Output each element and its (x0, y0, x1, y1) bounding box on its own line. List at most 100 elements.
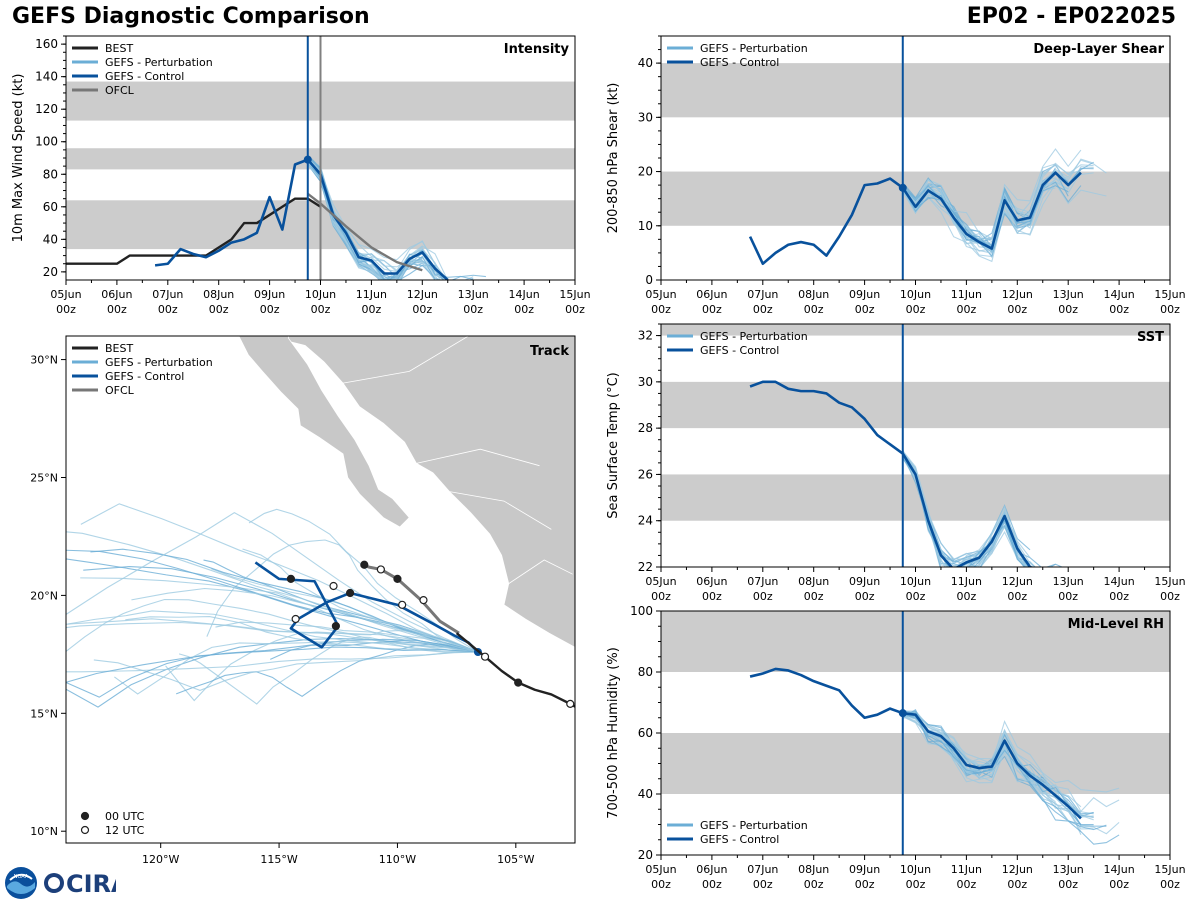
shear-xtick-label: 07Jun (747, 288, 778, 301)
sst-xtick-sublabel: 00z (651, 590, 671, 603)
intensity-legend-label: GEFS - Control (105, 70, 184, 83)
intensity-xtick-label: 08Jun (203, 288, 234, 301)
track-frame (65, 335, 576, 844)
track-ytick-label: 20°N (30, 589, 58, 602)
intensity-xtick-label: 07Jun (152, 288, 183, 301)
intensity-xtick-label: 12Jun (407, 288, 438, 301)
intensity-panel: 20 40 60 80 100 120 140 160 05Jun 00z 06Jun 00z 07Ju… (11, 35, 591, 316)
rh-xtick-sublabel: 00z (702, 878, 722, 891)
shear-ytick-label: 10 (638, 219, 653, 233)
shear-band-1 (661, 63, 1170, 118)
sst-ytick-label: 30 (638, 375, 653, 389)
rh-xtick-label: 07Jun (747, 863, 778, 876)
track-ofcl-marker-00utc (360, 560, 369, 569)
rh-ytick-label: 20 (638, 848, 653, 862)
intensity-xtick-sublabel: 00z (565, 303, 585, 316)
rh-xtick-label: 14Jun (1104, 863, 1135, 876)
shear-xtick-sublabel: 00z (906, 303, 926, 316)
intensity-ylabel: 10m Max Wind Speed (kt) (11, 74, 26, 243)
rh-ytick-label: 60 (638, 726, 653, 740)
rh-xtick-sublabel: 00z (855, 878, 875, 891)
sst-ytick-label: 32 (638, 329, 653, 343)
rh-xtick-sublabel: 00z (651, 878, 671, 891)
intensity-ytick-label: 160 (35, 37, 58, 51)
track-perturbation-member (66, 638, 479, 683)
sst-xtick-sublabel: 00z (1160, 590, 1180, 603)
sst-xtick-label: 13Jun (1053, 575, 1084, 588)
sst-xtick-label: 11Jun (951, 575, 982, 588)
sst-xtick-sublabel: 00z (804, 590, 824, 603)
intensity-xtick-label: 13Jun (458, 288, 489, 301)
agency-logos: NOAA CIRA (4, 866, 116, 900)
track-control-marker-00utc (286, 574, 296, 583)
rh-xtick-sublabel: 00z (906, 878, 926, 891)
sst-ytick-label: 22 (638, 560, 653, 574)
track-ytick-label: 30°N (30, 354, 58, 367)
track-legend-label: GEFS - Control (105, 370, 184, 383)
track-perturbation-member (203, 559, 479, 653)
shear-ytick-label: 0 (645, 273, 653, 287)
shear-perturbation-member (902, 148, 1082, 243)
track-control-marker-12utc (329, 581, 338, 591)
intensity-perturbation-member (307, 164, 474, 280)
shear-perturbation-member (902, 182, 1107, 263)
track-state-border (286, 322, 440, 329)
track-ofcl-marker-12utc (376, 565, 385, 574)
sst-panel: 22 24 26 28 30 32 05Jun 00z 06Jun 00z 07Jun 00z 08Ju… (606, 323, 1186, 603)
rh-legend-label: GEFS - Perturbation (700, 819, 808, 832)
shear-plot-area (661, 63, 1170, 266)
intensity-legend-label: OFCL (105, 84, 135, 97)
track-plot-area (66, 322, 575, 708)
rh-band-1 (661, 611, 1170, 672)
shear-perturbation-member (902, 184, 1069, 248)
track-state-border (342, 336, 470, 384)
rh-xtick-sublabel: 00z (957, 878, 977, 891)
shear-xtick-sublabel: 00z (855, 303, 875, 316)
rh-band-0 (661, 733, 1170, 794)
sst-series-gefs-control (749, 380, 1034, 567)
track-perturbation-member (66, 598, 478, 653)
shear-xtick-label: 08Jun (798, 288, 829, 301)
intensity-ytick-label: 60 (43, 200, 58, 214)
shear-xtick-label: 15Jun (1154, 288, 1185, 301)
sst-band-2 (661, 324, 1170, 336)
track-best-marker-12utc (480, 652, 490, 661)
rh-xtick-label: 12Jun (1002, 863, 1033, 876)
track-marker-legend-label: 12 UTC (105, 824, 145, 837)
rh-plot-area (661, 611, 1170, 845)
intensity-xtick-label: 11Jun (356, 288, 387, 301)
shear-legend-label: GEFS - Control (700, 56, 779, 69)
shear-title: Deep-Layer Shear (1033, 42, 1164, 57)
shear-series-gefs-control (748, 171, 1082, 266)
track-perturbation-member (66, 618, 479, 653)
sst-xtick-sublabel: 00z (1007, 590, 1027, 603)
track-ofcl-marker-12utc (419, 596, 428, 605)
rh-series-gefs-control (749, 667, 1082, 820)
intensity-xtick-sublabel: 00z (56, 303, 76, 316)
storm-id: EP02 - EP022025 (966, 4, 1176, 29)
rh-ylabel: 700-500 hPa Humidity (%) (606, 647, 621, 819)
rh-xtick-sublabel: 00z (804, 878, 824, 891)
intensity-ytick-label: 20 (43, 265, 58, 279)
shear-xtick-sublabel: 00z (651, 303, 671, 316)
sst-ytick-label: 28 (638, 421, 653, 435)
rh-ytick-label: 80 (638, 665, 653, 679)
intensity-xtick-label: 14Jun (509, 288, 540, 301)
track-perturbation-member (66, 651, 478, 673)
track-marker-legend-symbol (80, 825, 90, 835)
track-perturbation-member (66, 549, 479, 653)
shear-xtick-sublabel: 00z (702, 303, 722, 316)
track-perturbation-member (125, 616, 478, 654)
track-perturbation-member (67, 610, 478, 653)
intensity-xtick-sublabel: 00z (158, 303, 178, 316)
sst-perturbation-member (902, 458, 1056, 567)
track-land-mainland (285, 336, 575, 648)
shear-panel: 0 10 20 30 40 05Jun 00z 06Jun 00z 07Jun 00z 08Jun 00… (606, 35, 1186, 316)
track-perturbation-member (66, 531, 479, 653)
rh-xtick-label: 06Jun (696, 863, 727, 876)
shear-ytick-label: 40 (638, 56, 653, 70)
noaa-logo-text: NOAA (14, 874, 29, 880)
shear-legend-label: GEFS - Perturbation (700, 42, 808, 55)
